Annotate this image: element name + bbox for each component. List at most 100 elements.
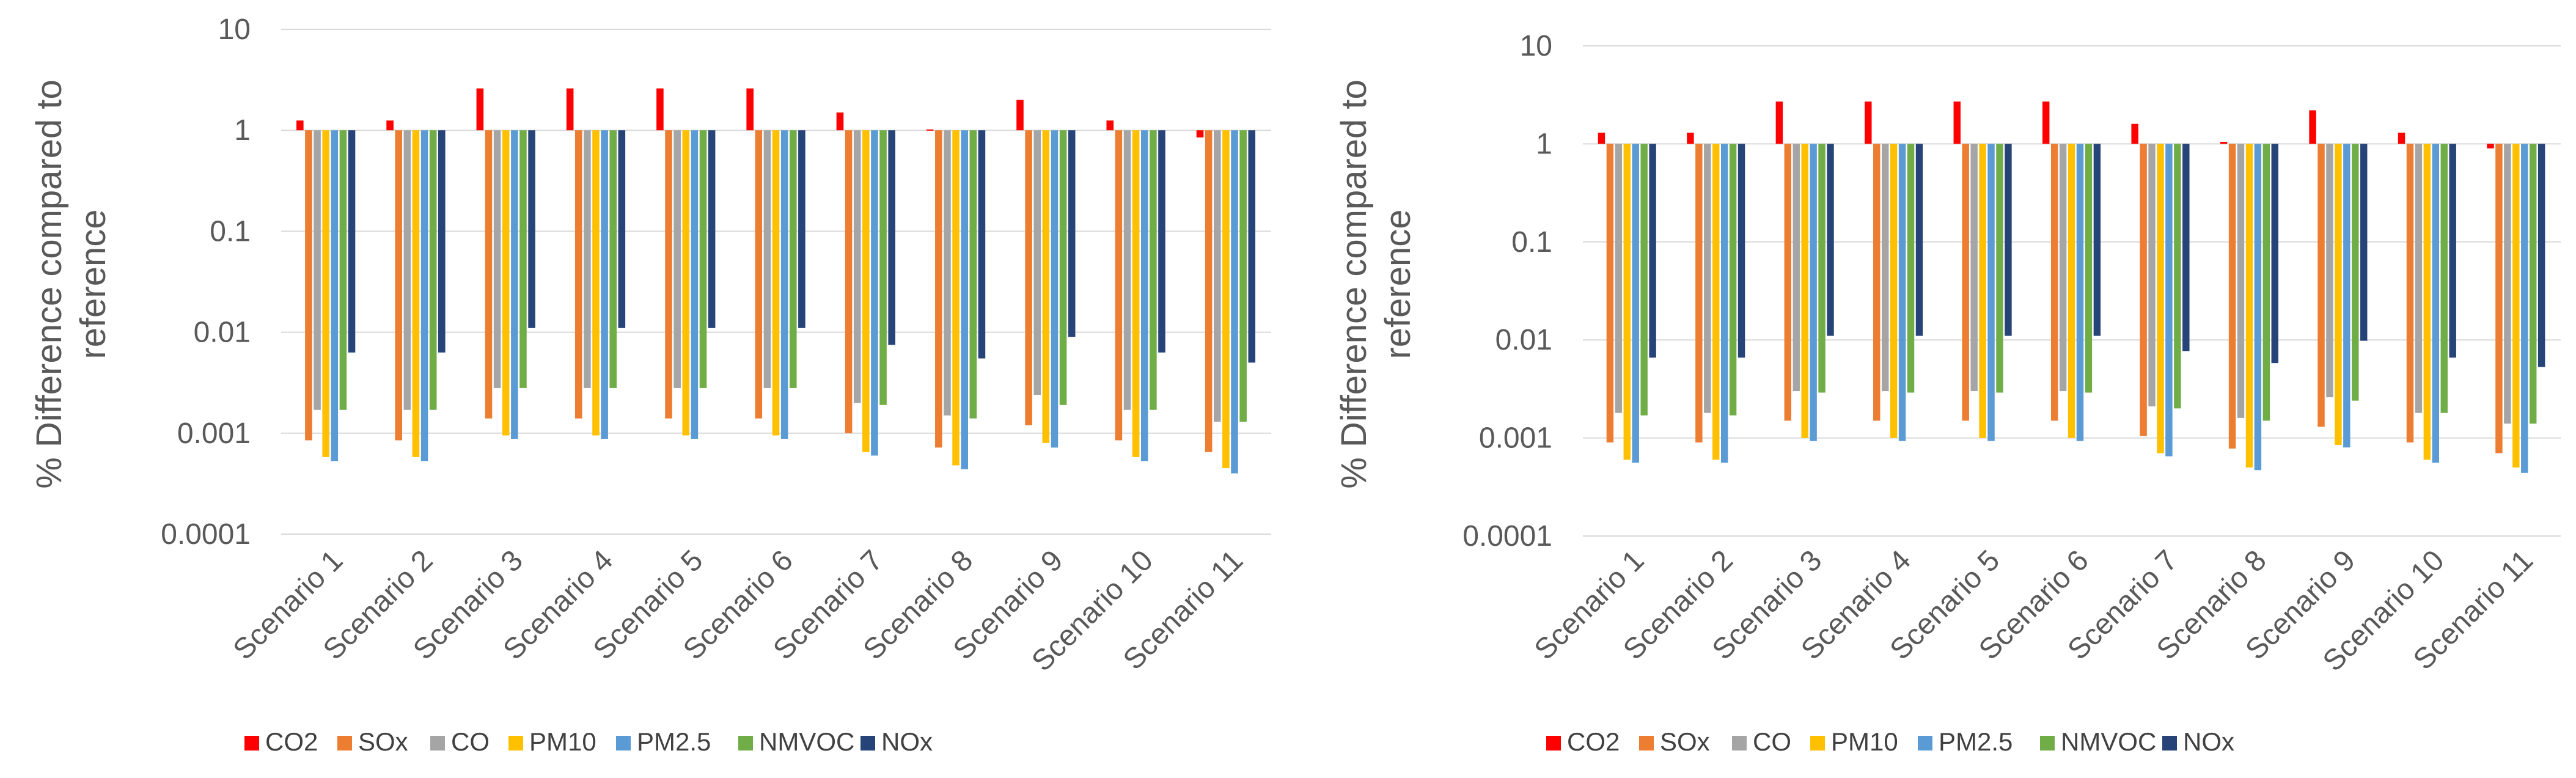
bar-nox-2 (1738, 144, 1745, 358)
y-tick-label: 1 (234, 114, 251, 147)
bar-nox-4 (1915, 144, 1923, 336)
bar-nox-5 (2005, 144, 2012, 336)
bar-nox-8 (978, 130, 986, 359)
bar-sox-8 (2228, 144, 2236, 449)
bar-sox-10 (1115, 130, 1123, 441)
bar-pm10-3 (1801, 144, 1808, 438)
bar-co2-11 (1196, 130, 1204, 138)
bar-sox-4 (1873, 144, 1881, 421)
y-tick-label: 0.01 (1495, 324, 1552, 356)
bar-co-2 (403, 130, 411, 410)
bar-sox-5 (1962, 144, 1969, 421)
bar-nox-5 (708, 130, 716, 328)
bar-co2-11 (2487, 144, 2494, 149)
bar-pm25-5 (691, 130, 699, 439)
legend-swatch-co (430, 736, 445, 750)
bar-co2-4 (1865, 101, 1872, 144)
bar-pm10-2 (1712, 144, 1720, 460)
legend-label-pm10: PM10 (1831, 727, 1898, 756)
bar-co2-1 (296, 120, 304, 131)
bar-sox-6 (755, 130, 763, 419)
bar-co2-8 (926, 129, 934, 131)
bar-nox-10 (1158, 130, 1165, 353)
legend-label-co2: CO2 (265, 727, 318, 756)
bar-pm10-5 (1979, 144, 1986, 438)
bar-pm10-4 (592, 130, 600, 436)
bar-co-10 (1123, 130, 1131, 410)
bar-co2-5 (1953, 101, 1961, 144)
bar-co2-9 (1016, 100, 1024, 131)
bar-pm25-10 (2432, 144, 2440, 463)
bar-nmvoc-10 (1150, 130, 1157, 410)
bar-sox-9 (1025, 130, 1032, 425)
y-tick-label: 0.01 (194, 317, 251, 349)
legend-label-sox: SOx (358, 727, 408, 756)
bar-pm10-1 (1623, 144, 1631, 460)
y-axis-title: % Difference compared to reference (29, 79, 113, 489)
legend-swatch-nox (861, 736, 875, 750)
bar-pm25-4 (601, 130, 608, 439)
y-tick-label: 10 (218, 13, 251, 46)
bar-co2-9 (2309, 110, 2316, 144)
bar-nox-7 (2182, 144, 2190, 351)
bar-pm10-11 (2512, 144, 2520, 468)
bar-nmvoc-6 (789, 130, 797, 388)
bar-sox-4 (574, 130, 582, 419)
bar-co2-2 (386, 120, 394, 131)
legend-swatch-pm25 (616, 736, 631, 750)
bar-co-6 (2059, 144, 2067, 392)
bar-co2-2 (1687, 133, 1694, 144)
bar-pm10-7 (2157, 144, 2164, 453)
bar-pm25-11 (1231, 130, 1238, 474)
legend-label-co: CO (451, 727, 490, 756)
legend-swatch-sox (337, 736, 352, 750)
bar-sox-9 (2317, 144, 2325, 427)
bar-co-5 (1970, 144, 1978, 392)
bar-nox-6 (798, 130, 805, 328)
legend-label-nox: NOx (881, 727, 933, 756)
bar-co-1 (314, 130, 321, 410)
bar-nox-9 (2360, 144, 2368, 341)
bar-nox-3 (1827, 144, 1834, 336)
bar-co-4 (584, 130, 591, 388)
bar-sox-2 (1695, 144, 1703, 442)
y-tick-label: 0.1 (1511, 226, 1552, 259)
y-axis-title-line1: % Difference compared to (29, 79, 69, 489)
bar-pm10-9 (1042, 130, 1050, 443)
bar-nmvoc-2 (429, 130, 437, 410)
bar-pm10-5 (682, 130, 690, 436)
legend-label-nmvoc: NMVOC (759, 727, 854, 756)
bar-pm10-7 (862, 130, 870, 452)
bar-sox-3 (485, 130, 493, 419)
bar-pm25-1 (331, 130, 339, 461)
bar-nmvoc-11 (2529, 144, 2537, 424)
bar-nox-10 (2449, 144, 2456, 358)
bar-sox-2 (395, 130, 402, 441)
bar-pm10-10 (2423, 144, 2431, 460)
bar-pm25-7 (871, 130, 878, 456)
bar-co-10 (2415, 144, 2423, 413)
bar-co2-1 (1598, 133, 1605, 144)
y-tick-label: 0.001 (1479, 422, 1552, 455)
bar-nox-7 (888, 130, 895, 345)
bar-nmvoc-8 (969, 130, 977, 419)
bar-sox-5 (665, 130, 672, 419)
bar-nmvoc-3 (519, 130, 527, 388)
bar-sox-7 (2140, 144, 2147, 436)
bar-pm10-1 (322, 130, 329, 457)
bar-sox-1 (305, 130, 312, 441)
bar-co-8 (2237, 144, 2245, 418)
bar-nmvoc-2 (1729, 144, 1737, 416)
bar-pm10-2 (412, 130, 420, 457)
bar-co2-10 (1106, 120, 1114, 131)
bar-nmvoc-11 (1239, 130, 1247, 422)
bar-sox-3 (1784, 144, 1792, 421)
bar-nox-6 (2093, 144, 2101, 336)
bar-co2-4 (566, 88, 574, 131)
y-tick-label: 1 (1536, 128, 1552, 160)
y-axis-title: % Difference compared to reference (1334, 79, 1418, 489)
bar-pm10-6 (772, 130, 780, 436)
bar-nmvoc-3 (1818, 144, 1826, 393)
bar-pm25-5 (1987, 144, 1995, 441)
bar-co-7 (2148, 144, 2156, 406)
